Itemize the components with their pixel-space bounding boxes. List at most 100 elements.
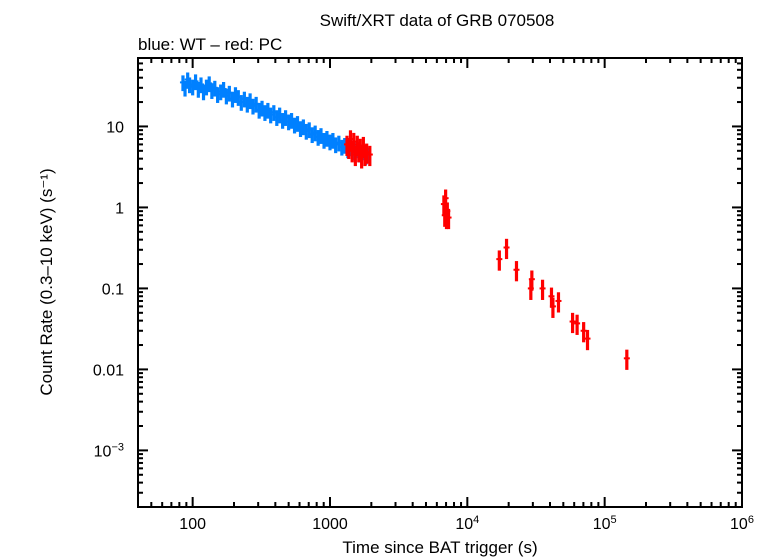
error-bar [446, 208, 451, 230]
data-point [323, 136, 330, 139]
error-bar [363, 145, 367, 167]
x-tick-label: 100 [179, 516, 206, 533]
data-point [366, 153, 373, 156]
data-point [349, 149, 356, 152]
data-point [358, 155, 365, 158]
data-point [441, 214, 448, 217]
data-point [297, 127, 304, 130]
y-tick-label: 0.1 [102, 281, 124, 298]
data-point [321, 139, 328, 142]
data-point [303, 129, 310, 132]
error-bar [530, 270, 534, 291]
error-bar [353, 145, 357, 167]
error-bar [585, 329, 590, 351]
data-point [352, 153, 359, 156]
data-point [206, 82, 213, 85]
y-tick-label: 10 [106, 119, 124, 136]
error-bar [582, 322, 586, 343]
data-point [211, 86, 218, 89]
chart-subtitle: blue: WT – red: PC [138, 35, 282, 54]
data-point [569, 320, 576, 323]
y-tick-label: 10−3 [94, 441, 124, 460]
data-point [288, 119, 295, 122]
error-bar [360, 148, 364, 169]
error-bar [348, 130, 353, 151]
data-point [244, 102, 251, 105]
x-tick-label: 1000 [312, 516, 348, 533]
data-point [294, 122, 301, 125]
data-point [309, 133, 316, 136]
chart-title: Swift/XRT data of GRB 070508 [320, 11, 555, 30]
data-point [235, 96, 242, 99]
axes: 100 1000 104 105 106 10 1 0.1 0.01 10−3 [93, 57, 754, 533]
data-point [226, 91, 233, 94]
data-point [357, 146, 364, 149]
data-point [197, 83, 204, 86]
data-point [256, 108, 263, 111]
data-point [223, 94, 230, 97]
error-bar [347, 138, 351, 160]
data-point [247, 99, 254, 102]
data-point [184, 78, 191, 81]
error-bar [551, 297, 555, 318]
data-point [335, 141, 342, 144]
data-point [338, 145, 345, 148]
data-point [548, 295, 555, 298]
data-point [276, 113, 283, 116]
error-bar [365, 143, 369, 164]
data-point [220, 87, 227, 90]
data-point [329, 139, 336, 142]
data-point [291, 123, 298, 126]
y-axis-label: Count Rate (0.3–10 keV) (s⁻¹) [37, 168, 56, 395]
data-point [539, 287, 546, 290]
y-tick-label: 0.01 [93, 362, 124, 379]
error-bar [570, 312, 575, 334]
data-point [528, 278, 535, 281]
data-point [195, 87, 202, 90]
data-point [208, 89, 215, 92]
data-point [440, 203, 447, 206]
error-bar [540, 279, 545, 300]
data-points [179, 72, 630, 370]
data-point [229, 97, 236, 100]
error-bar [514, 261, 519, 282]
error-bar [352, 132, 356, 154]
data-point [203, 85, 210, 88]
error-bar [442, 195, 446, 216]
x-axis-label: Time since BAT trigger (s) [342, 538, 537, 557]
data-point [192, 80, 199, 83]
error-bar [368, 145, 372, 167]
data-point [285, 120, 292, 123]
x-tick-label: 106 [730, 514, 754, 533]
data-point [360, 144, 367, 147]
data-point [350, 140, 357, 143]
error-bar [625, 349, 629, 370]
series-pc [343, 130, 630, 370]
data-point [270, 111, 277, 114]
error-bar [444, 189, 448, 210]
error-bar [575, 314, 579, 335]
data-point [253, 102, 260, 105]
data-point [347, 137, 354, 140]
data-point [555, 299, 562, 302]
data-point [189, 85, 196, 88]
data-point [282, 116, 289, 119]
data-point [241, 97, 248, 100]
data-point [574, 322, 581, 325]
error-bar [345, 135, 349, 156]
data-point [182, 86, 189, 89]
data-point [326, 140, 333, 143]
data-point [217, 90, 224, 93]
data-point [363, 151, 370, 154]
data-point [200, 90, 207, 93]
data-point [315, 136, 322, 139]
data-point [232, 93, 239, 96]
data-point [496, 258, 503, 261]
data-point [306, 128, 313, 131]
data-point [503, 246, 510, 249]
data-point [580, 329, 587, 332]
data-point [332, 143, 339, 146]
data-point [442, 197, 449, 200]
data-point [249, 104, 256, 107]
